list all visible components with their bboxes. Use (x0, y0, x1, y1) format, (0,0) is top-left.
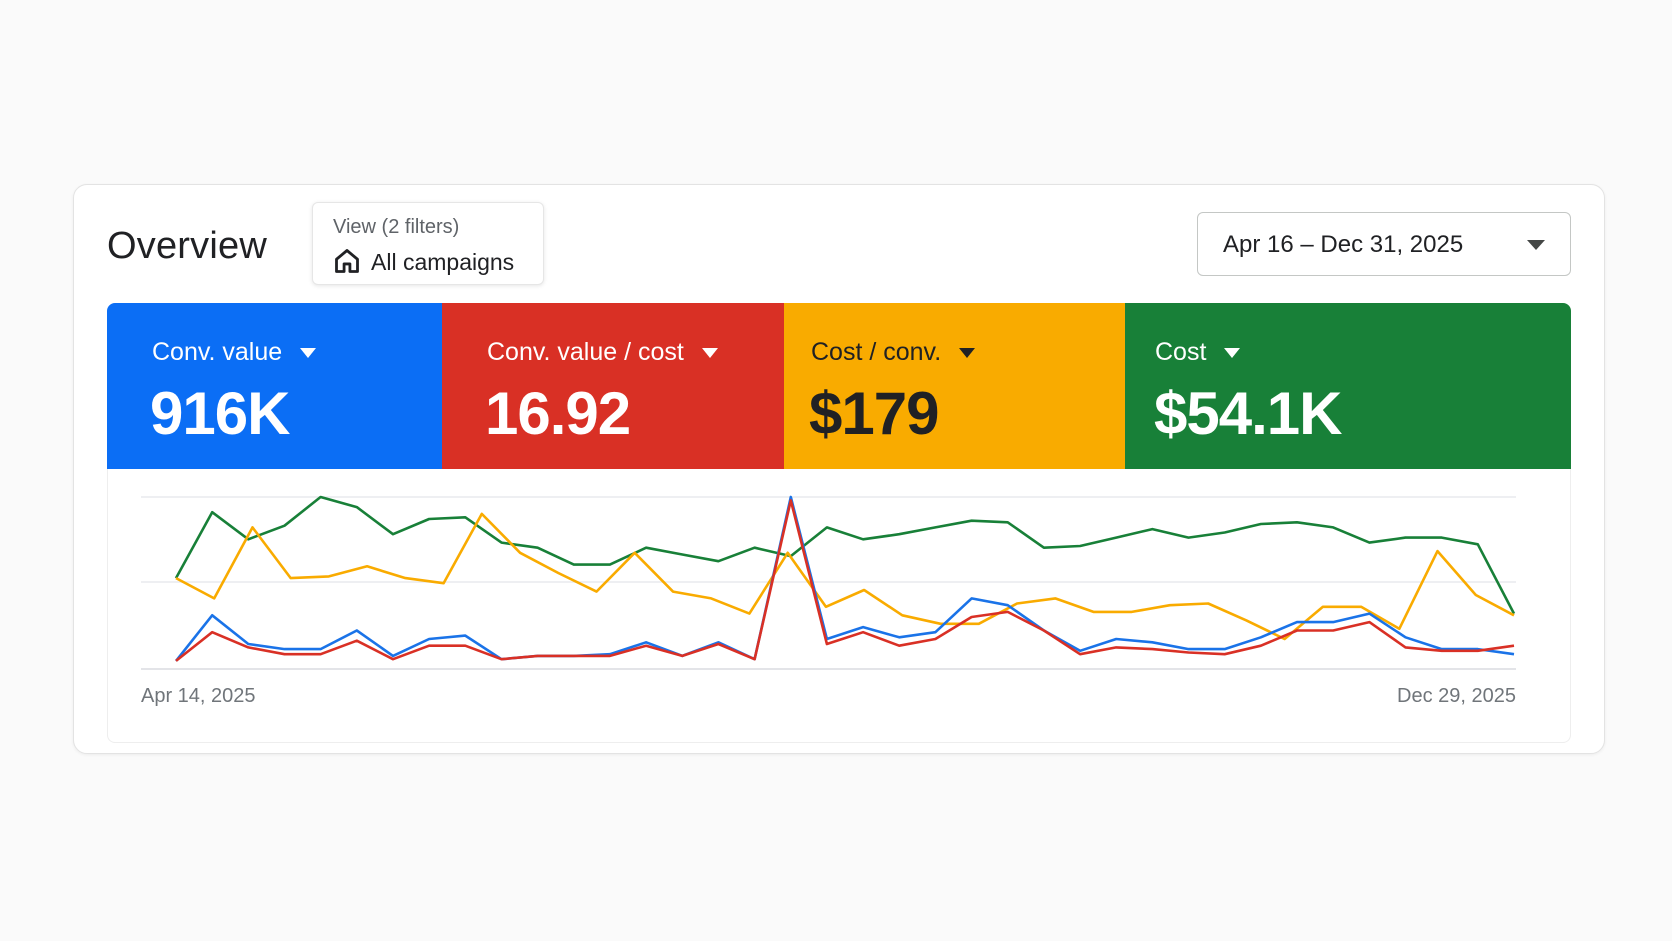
chevron-down-icon[interactable] (1224, 347, 1241, 358)
metric-card-conv-value-cost[interactable]: Conv. value / cost 16.92 (442, 303, 784, 469)
series-line-2 (174, 495, 1515, 662)
metric-cards: Conv. value 916K Conv. value / cost 16.9… (107, 303, 1571, 469)
date-range-picker[interactable]: Apr 16 – Dec 31, 2025 (1197, 212, 1571, 276)
view-filter-label: View (2 filters) (333, 216, 460, 238)
series-line-0 (174, 495, 1516, 615)
view-filter-value: All campaigns (371, 249, 515, 275)
line-chart: Apr 14, 2025 Dec 29, 2025 (141, 495, 1516, 707)
metric-value: $54.1K (1154, 380, 1342, 447)
x-axis-start-label: Apr 14, 2025 (141, 685, 256, 707)
metric-value: 916K (150, 380, 290, 447)
view-filter-button[interactable]: View (2 filters) All campaigns (312, 202, 544, 285)
chevron-down-icon[interactable] (300, 347, 317, 358)
metric-value: 16.92 (485, 380, 631, 447)
metric-card-conv-value[interactable]: Conv. value 916K (107, 303, 442, 469)
chevron-down-icon[interactable] (701, 347, 718, 358)
date-range-text: Apr 16 – Dec 31, 2025 (1223, 231, 1464, 258)
series-line-3 (175, 499, 1515, 662)
metric-value: $179 (809, 380, 939, 447)
metric-label: Conv. value / cost (487, 338, 684, 366)
page-title: Overview (107, 225, 267, 267)
metric-card-cost[interactable]: Cost $54.1K (1125, 303, 1571, 469)
chevron-down-icon (1527, 240, 1545, 250)
metric-label: Conv. value (152, 338, 283, 366)
performance-chart: Apr 14, 2025 Dec 29, 2025 (107, 469, 1571, 743)
metric-label: Cost (1155, 338, 1207, 366)
chevron-down-icon[interactable] (959, 347, 976, 358)
x-axis-end-label: Dec 29, 2025 (1397, 685, 1516, 707)
home-icon (335, 249, 359, 273)
overview-card: Overview View (2 filters) All campaigns … (73, 184, 1605, 754)
metric-card-cost-per-conv[interactable]: Cost / conv. $179 (784, 303, 1125, 469)
metric-label: Cost / conv. (811, 338, 942, 366)
